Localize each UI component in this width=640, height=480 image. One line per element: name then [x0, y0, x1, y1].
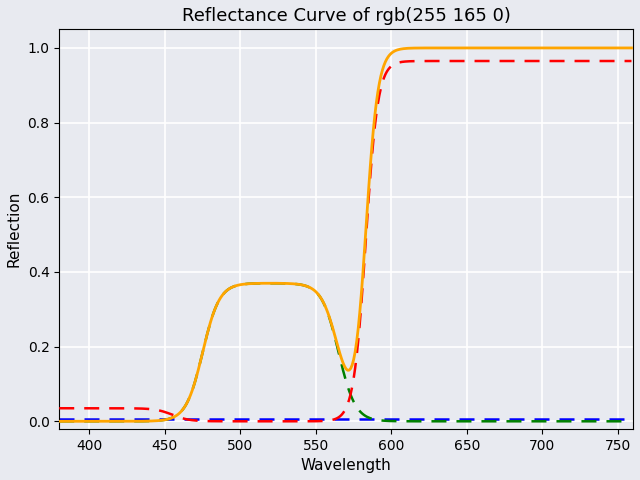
X-axis label: Wavelength: Wavelength [301, 458, 392, 473]
Title: Reflectance Curve of rgb(255 165 0): Reflectance Curve of rgb(255 165 0) [182, 7, 511, 25]
Y-axis label: Reflection: Reflection [7, 191, 22, 267]
